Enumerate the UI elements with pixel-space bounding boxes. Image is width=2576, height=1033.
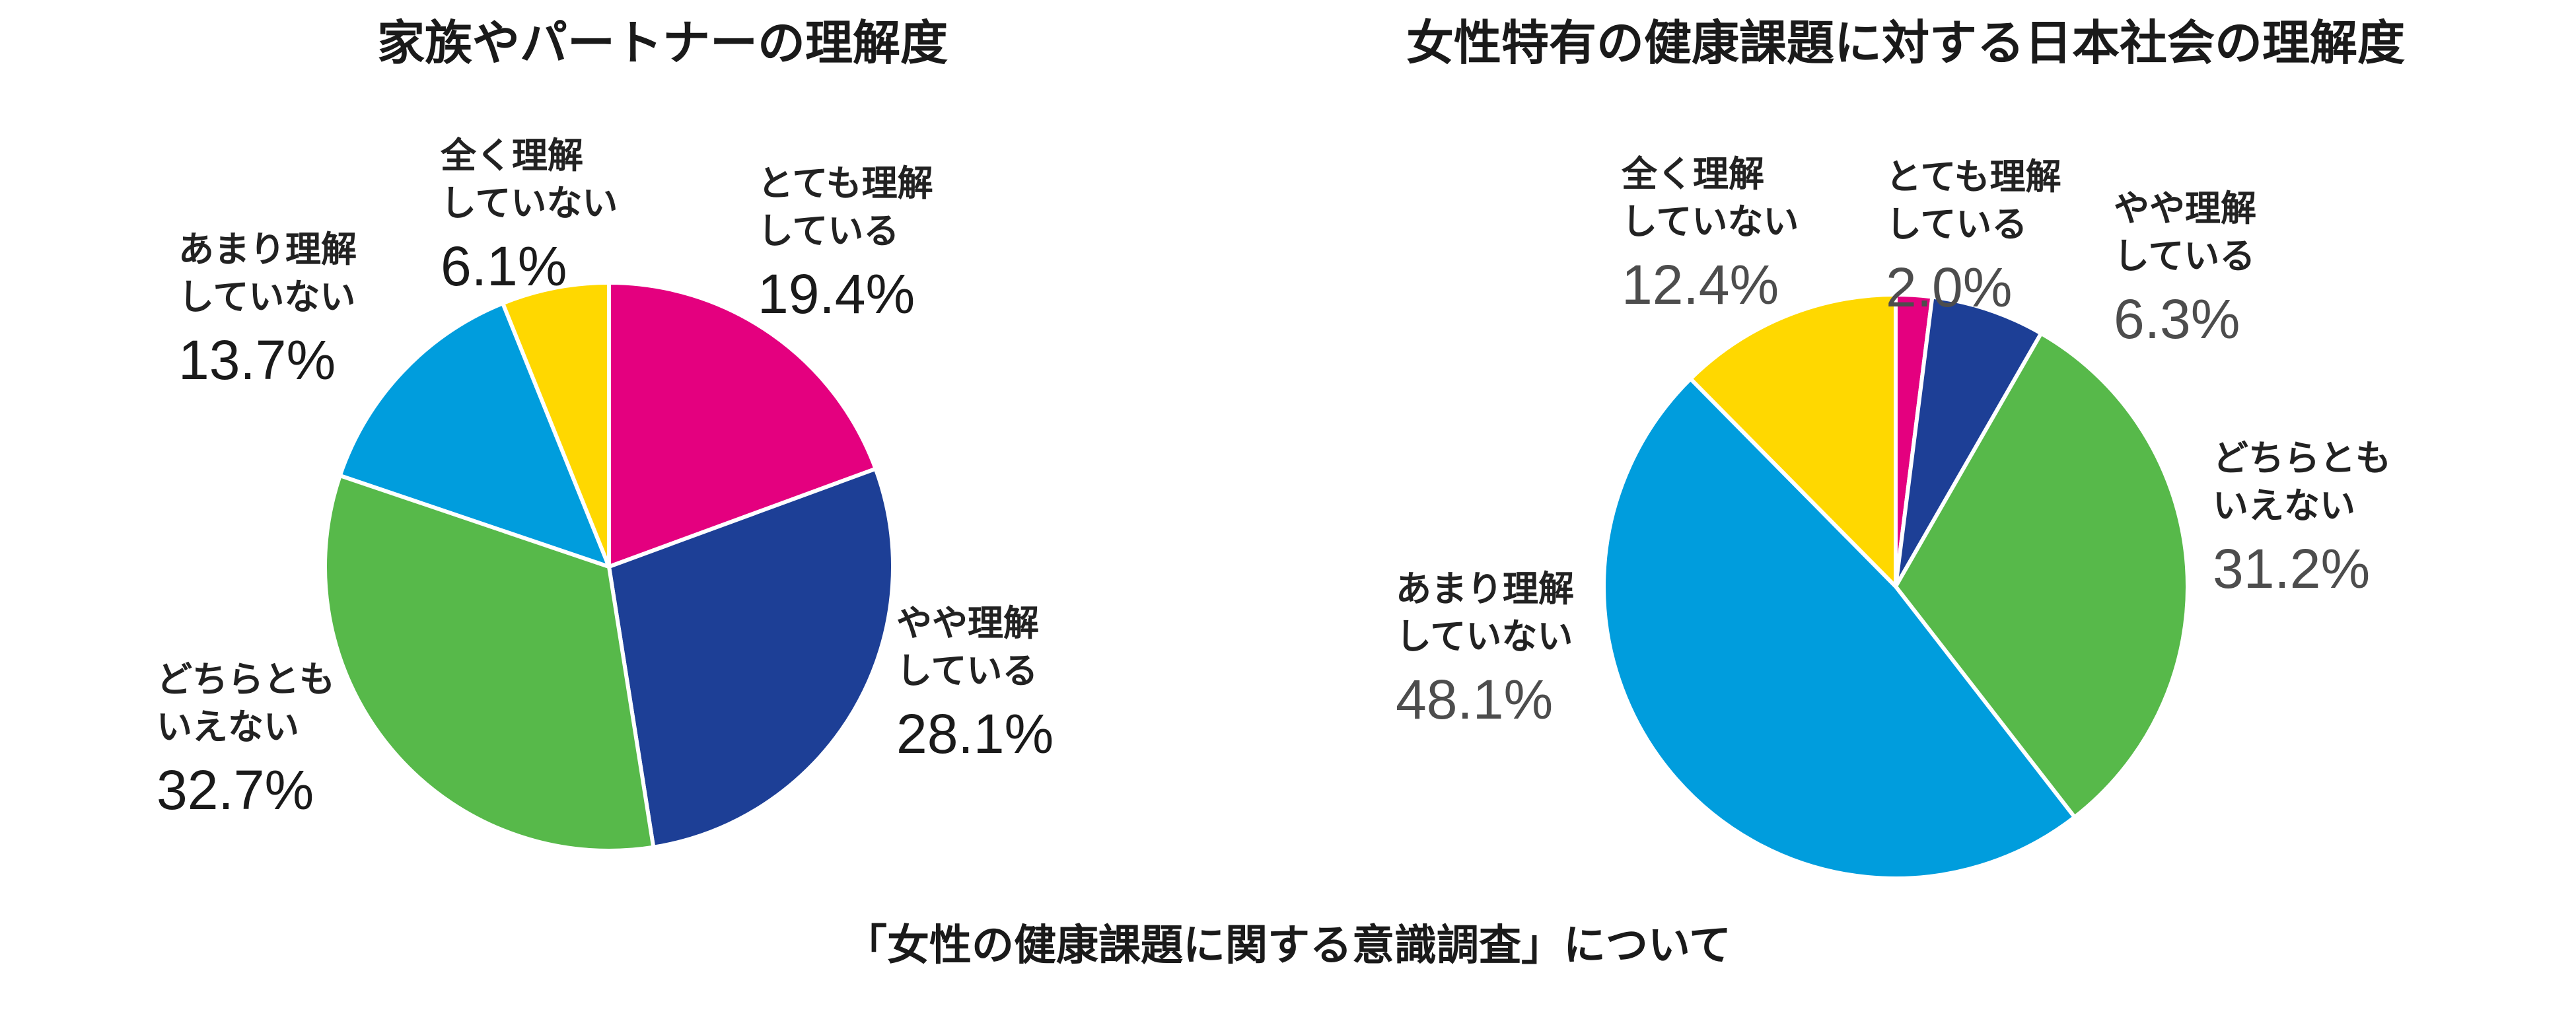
slice-value: 48.1% bbox=[1396, 668, 1553, 730]
slice-label-line: やや理解 bbox=[2114, 188, 2256, 229]
pie-slice-somewhat bbox=[1894, 295, 2044, 588]
slice-value: 6.1% bbox=[441, 235, 567, 297]
slice-label-line: とても理解 bbox=[758, 162, 933, 204]
pie-slice-not-much bbox=[338, 301, 611, 569]
slice-label-line: 全く理解 bbox=[1621, 153, 1764, 195]
slice-label-line: やや理解 bbox=[896, 602, 1039, 644]
slice-value: 12.4% bbox=[1622, 254, 1779, 316]
slice-label-line: している bbox=[1886, 203, 2027, 245]
slice-value: 6.3% bbox=[2114, 288, 2240, 350]
slice-label-line: していない bbox=[441, 182, 618, 224]
slice-label-line: いえない bbox=[157, 706, 299, 748]
slice-label-line: とても理解 bbox=[1886, 156, 2061, 197]
slice-value: 31.2% bbox=[2213, 538, 2370, 600]
slice-label-line: していない bbox=[178, 276, 355, 318]
slice-value: 2.0% bbox=[1886, 256, 2012, 318]
slice-label-line: あまり理解 bbox=[178, 229, 357, 270]
pie-slice-neutral bbox=[323, 473, 656, 853]
slice-label-line: どちらとも bbox=[2213, 437, 2391, 479]
slice-label-line: している bbox=[2114, 235, 2255, 277]
pie-slice-not-much bbox=[1602, 376, 2077, 880]
slices-family bbox=[323, 281, 895, 853]
chart-title-society: 女性特有の健康課題に対する日本社会の理解度 bbox=[1406, 15, 2405, 71]
slice-label-line: 全く理解 bbox=[440, 135, 583, 176]
labels-society: とても理解している2.0%やや理解している6.3%どちらともいえない31.2%あ… bbox=[1396, 153, 2391, 730]
chart-title-family: 家族やパートナーの理解度 bbox=[377, 15, 948, 71]
slice-label-line: いえない bbox=[2213, 485, 2355, 526]
pie-slice-very bbox=[607, 281, 878, 569]
pie-slice-not-at-all bbox=[1688, 293, 1898, 588]
slice-label-line: している bbox=[758, 210, 899, 252]
slice-value: 28.1% bbox=[896, 703, 1054, 765]
slice-value: 19.4% bbox=[758, 263, 915, 325]
pie-slice-neutral bbox=[1894, 331, 2190, 820]
slice-label-line: している bbox=[896, 650, 1038, 692]
slice-value: 32.7% bbox=[157, 759, 314, 821]
pie-chart-society: 女性特有の健康課題に対する日本社会の理解度 とても理解している2.0%やや理解し… bbox=[1396, 15, 2405, 880]
slices-society bbox=[1602, 293, 2190, 880]
slice-label-line: どちらとも bbox=[157, 659, 335, 700]
pie-slice-not-at-all bbox=[501, 281, 611, 569]
labels-family: とても理解している19.4%やや理解している28.1%どちらともいえない32.7… bbox=[157, 135, 1054, 821]
slice-value: 13.7% bbox=[178, 329, 336, 391]
slice-label-line: あまり理解 bbox=[1396, 568, 1574, 610]
slice-label-line: していない bbox=[1622, 201, 1799, 242]
pie-slice-somewhat bbox=[607, 466, 895, 849]
pie-chart-family: 家族やパートナーの理解度 とても理解している19.4%やや理解している28.1%… bbox=[157, 15, 1054, 853]
survey-caption: 「女性の健康課題に関する意識調査」について bbox=[845, 921, 1731, 970]
slice-label-line: していない bbox=[1396, 616, 1573, 657]
